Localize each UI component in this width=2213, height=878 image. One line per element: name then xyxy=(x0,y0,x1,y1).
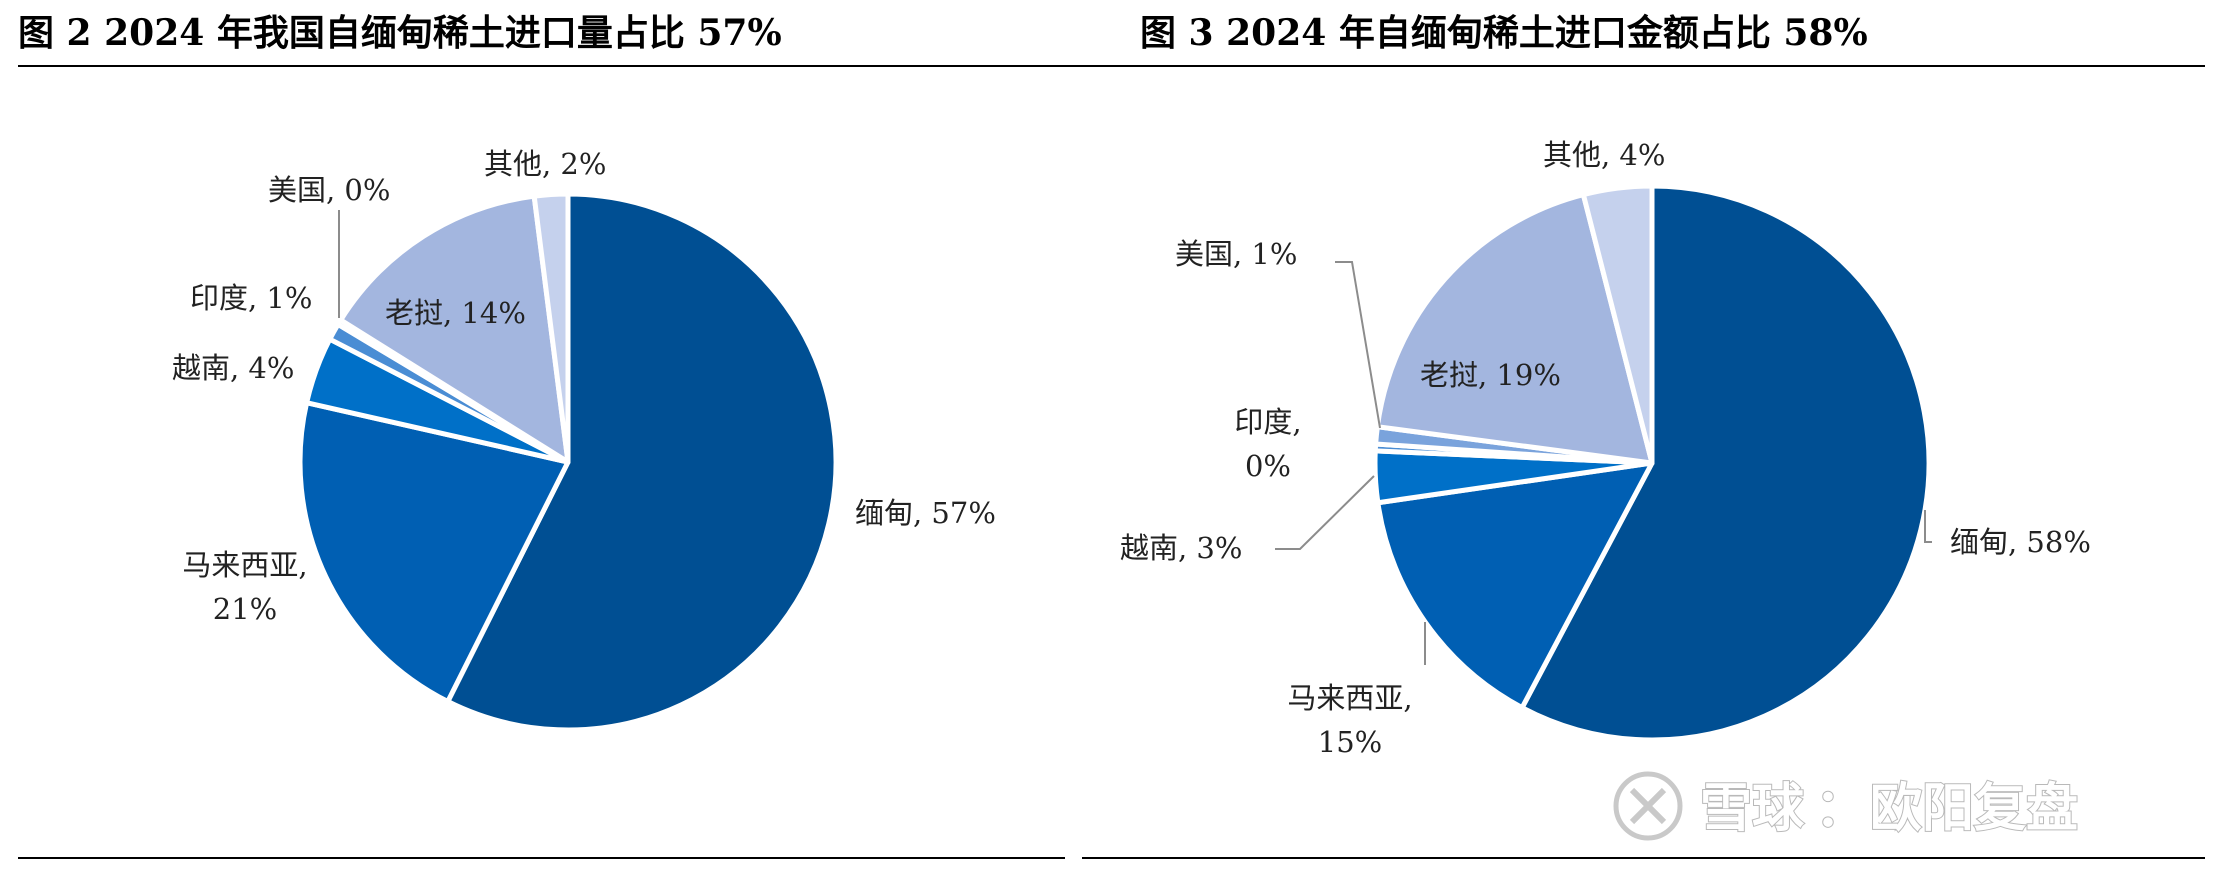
watermark-separator: ： xyxy=(1815,779,1867,839)
watermark-author: 欧阳复盘 xyxy=(1870,779,2078,839)
data-label: 老挝, 14% xyxy=(385,296,526,330)
leader-line xyxy=(1335,261,1381,429)
data-label: 印度, 0% xyxy=(1234,405,1301,483)
watermark: 雪球 ： 欧阳复盘 xyxy=(1613,771,2079,841)
leader-line xyxy=(1275,475,1375,550)
pie-slice xyxy=(1519,183,1932,743)
pie-slice xyxy=(1580,183,1655,466)
data-label: 美国, 1% xyxy=(1175,237,1297,271)
data-label: 其他, 4% xyxy=(1543,138,1665,172)
watermark-logo-mark xyxy=(1629,787,1667,825)
data-label: 印度, 1% xyxy=(190,281,312,315)
data-label: 缅甸, 58% xyxy=(1950,525,2091,559)
pie-slice xyxy=(531,191,571,465)
data-label: 美国, 0% xyxy=(268,173,390,207)
pie-slice xyxy=(338,193,571,465)
pie-slice xyxy=(445,191,839,733)
chart-1-title: 图 2 2024 年我国自缅甸稀土进口量占比 57% xyxy=(18,12,782,54)
data-label: 其他, 2% xyxy=(484,147,606,181)
watermark-logo-icon xyxy=(1613,771,1683,841)
data-label: 马来西亚, 15% xyxy=(1287,681,1412,759)
pie-chart-import-volume: 缅甸, 57% 马来西亚, 21% 越南, 4% 印度, 1% 美国, 0% 老挝, 14%… xyxy=(172,147,996,733)
pie-slice xyxy=(1374,192,1655,466)
data-label: 越南, 4% xyxy=(172,351,294,385)
chart-2-title: 图 3 2024 年自缅甸稀土进口金额占比 58% xyxy=(1140,12,1868,54)
pie-slice xyxy=(297,400,571,705)
data-label: 老挝, 19% xyxy=(1420,358,1561,392)
leader-line xyxy=(1924,510,1932,543)
data-label: 缅甸, 57% xyxy=(855,496,996,530)
data-label: 马来西亚, 21% xyxy=(182,548,307,626)
pie-chart-import-value: 缅甸, 58% 马来西亚, 15% 越南, 3% 印度, 0% 美国, 1% 老挝, 19% 其… xyxy=(1120,138,2091,759)
data-label: 越南, 3% xyxy=(1120,531,1242,565)
watermark-site: 雪球 xyxy=(1700,779,1805,839)
